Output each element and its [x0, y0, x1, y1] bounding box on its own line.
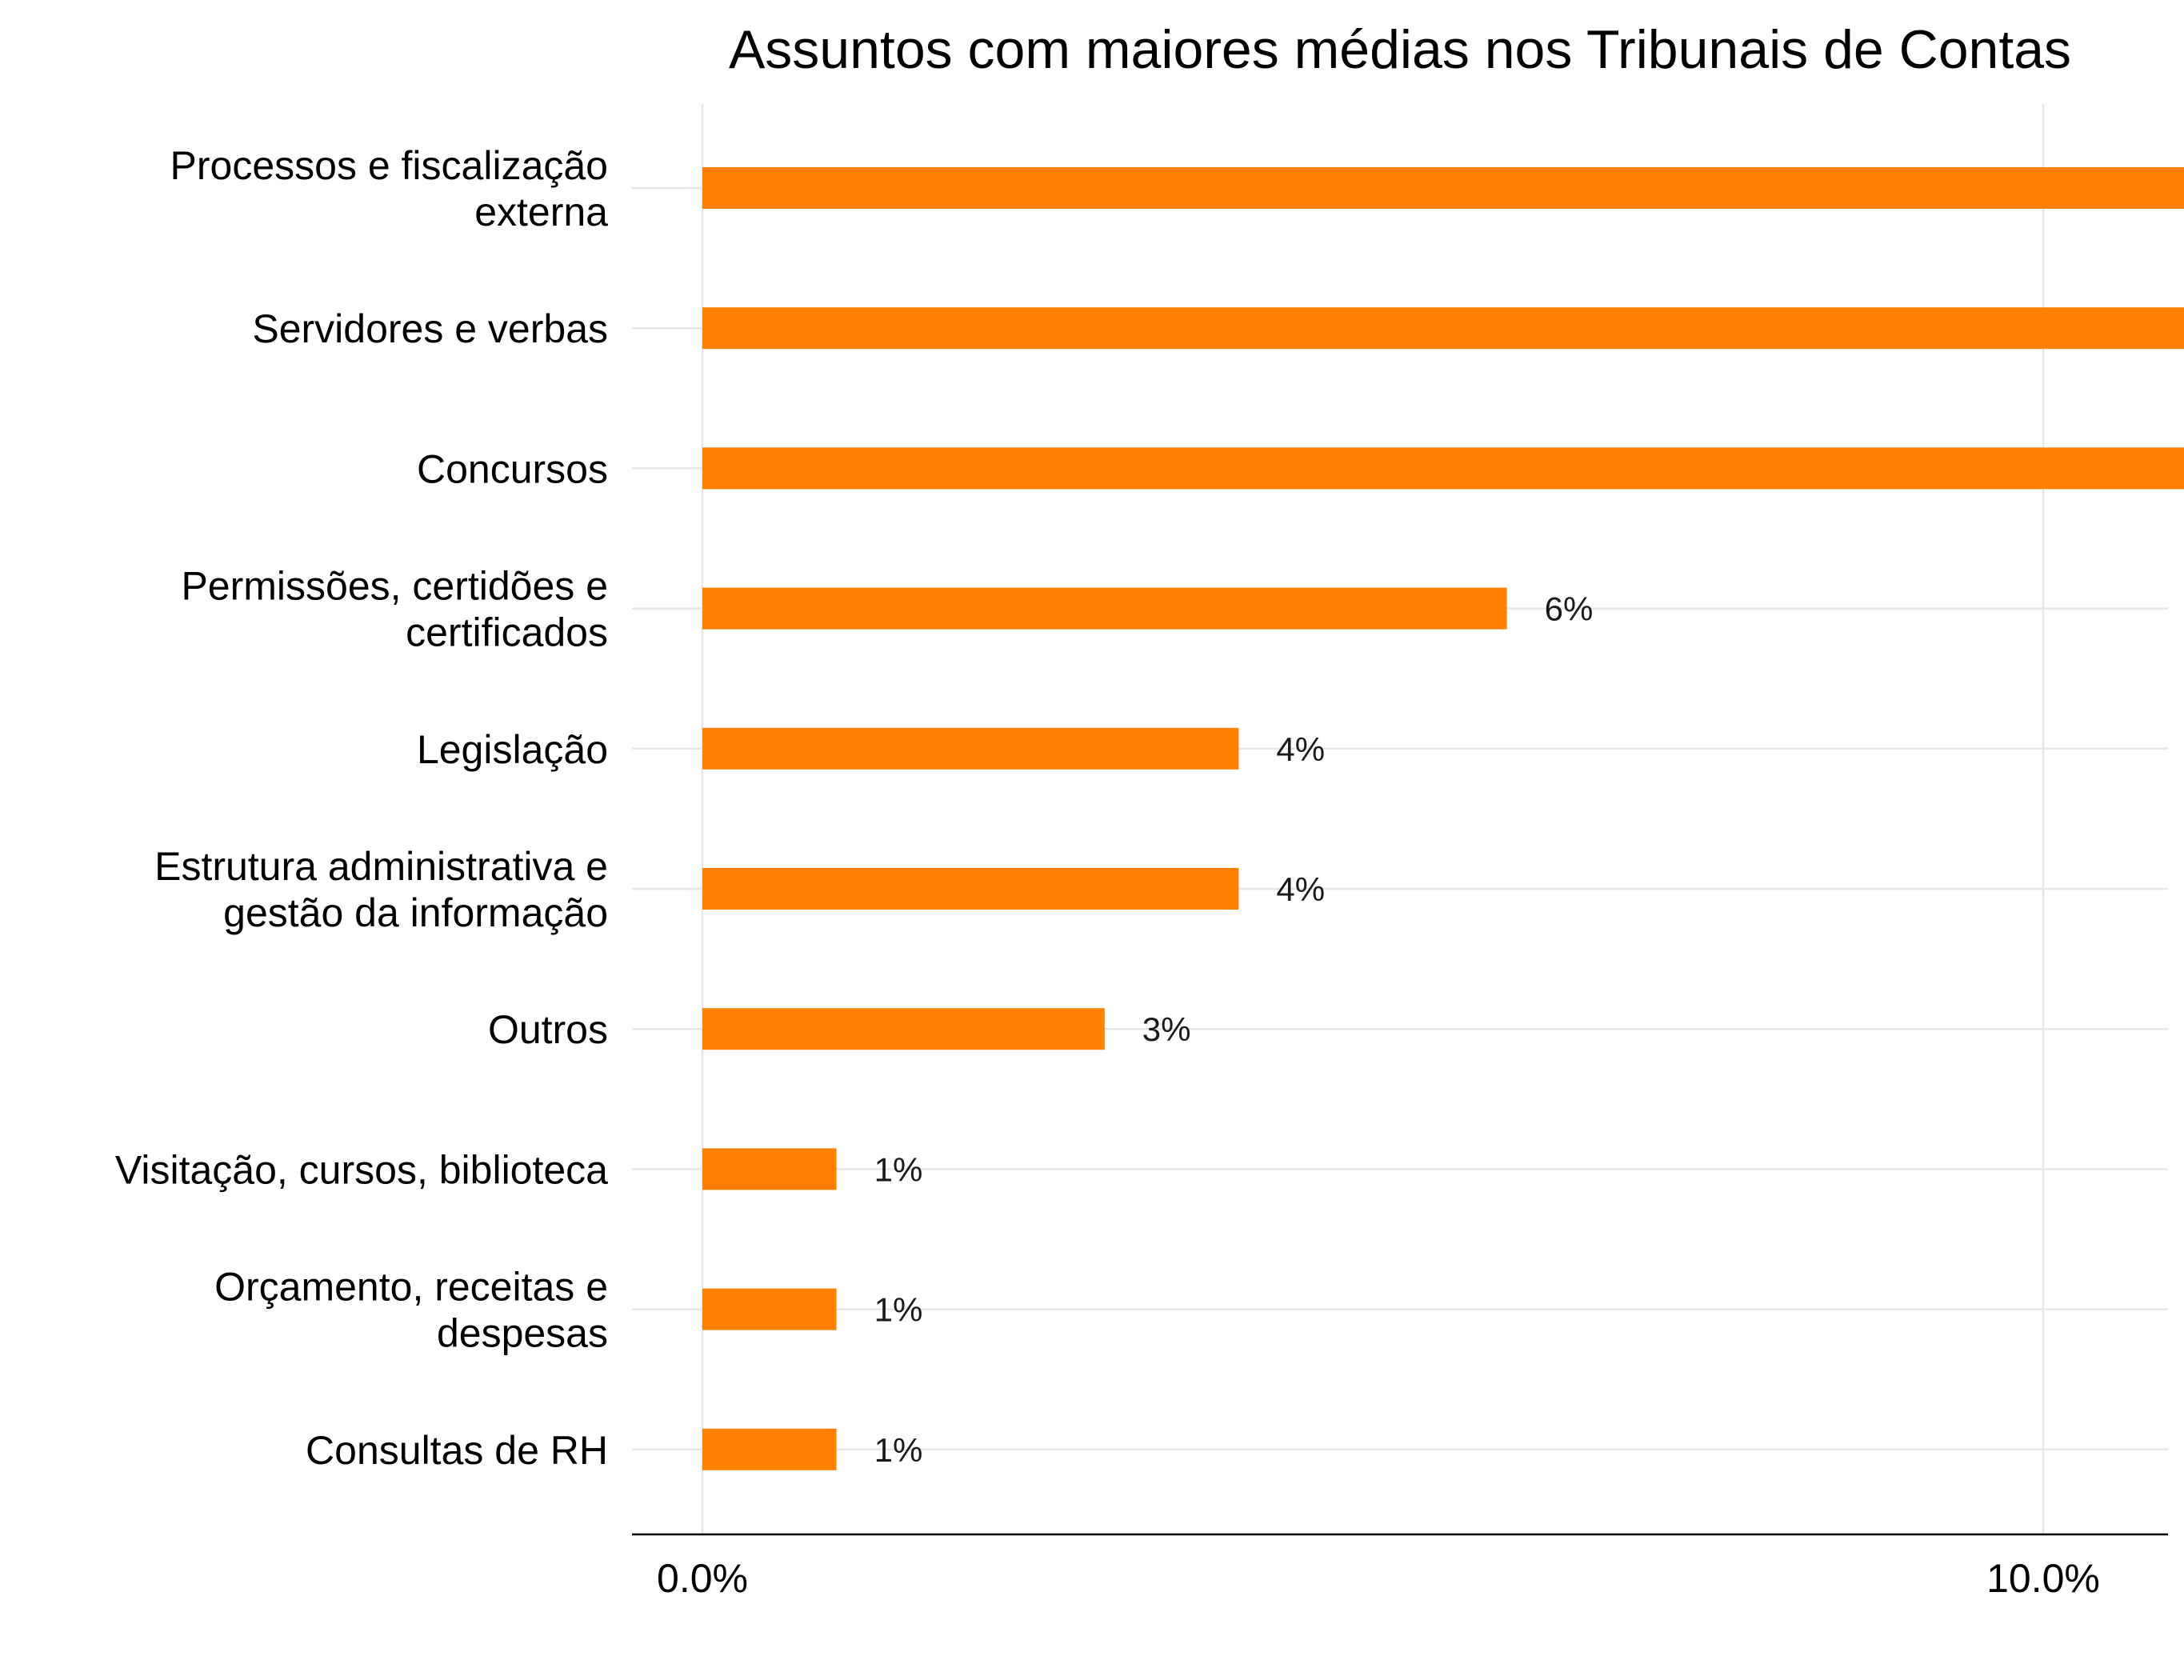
value-label: 1%: [874, 1431, 923, 1469]
category-label: Concursos: [417, 446, 608, 491]
bar: [702, 307, 2184, 350]
x-tick-labels-group: 0.0%10.0%20.0%30.0%40.0%50.0%: [657, 1556, 2100, 1601]
value-label: 1%: [874, 1291, 923, 1329]
category-label: externa: [474, 190, 608, 234]
category-label: Estrutura administrativa e: [154, 844, 608, 889]
category-label: Consultas de RH: [306, 1428, 608, 1473]
category-label: Legislação: [417, 727, 608, 772]
bar: [702, 1148, 837, 1190]
x-tick-label: 10.0%: [1986, 1556, 2100, 1601]
bar: [702, 167, 2184, 209]
category-label: Outros: [488, 1007, 608, 1052]
value-label: 3%: [1142, 1010, 1191, 1048]
value-label: 1%: [874, 1150, 923, 1188]
bar: [702, 1428, 837, 1470]
bars-group: [702, 167, 2184, 1470]
category-label: despesas: [437, 1311, 608, 1356]
chart-title: Assuntos com maiores médias nos Tribunai…: [729, 19, 2071, 80]
category-label: Orçamento, receitas e: [214, 1265, 608, 1310]
category-label: Visitação, cursos, biblioteca: [115, 1147, 608, 1192]
value-label: 4%: [1276, 730, 1325, 768]
category-label: Processos e fiscalização: [170, 143, 608, 188]
category-label: Servidores e verbas: [252, 306, 608, 351]
bar: [702, 727, 1239, 770]
category-label: Permissões, certidões e: [181, 564, 608, 609]
value-labels-group: 49%17%12%6%4%4%3%1%1%1%: [874, 590, 1594, 1469]
category-label: gestão da informação: [223, 890, 608, 935]
value-label: 6%: [1545, 590, 1594, 628]
bar: [702, 447, 2184, 490]
bar: [702, 1008, 1105, 1050]
x-tick-label: 0.0%: [657, 1556, 748, 1601]
category-label: certificados: [406, 610, 608, 655]
bar: [702, 587, 1507, 630]
bar: [702, 1288, 837, 1330]
value-label: 4%: [1276, 870, 1325, 908]
bar: [702, 868, 1239, 910]
